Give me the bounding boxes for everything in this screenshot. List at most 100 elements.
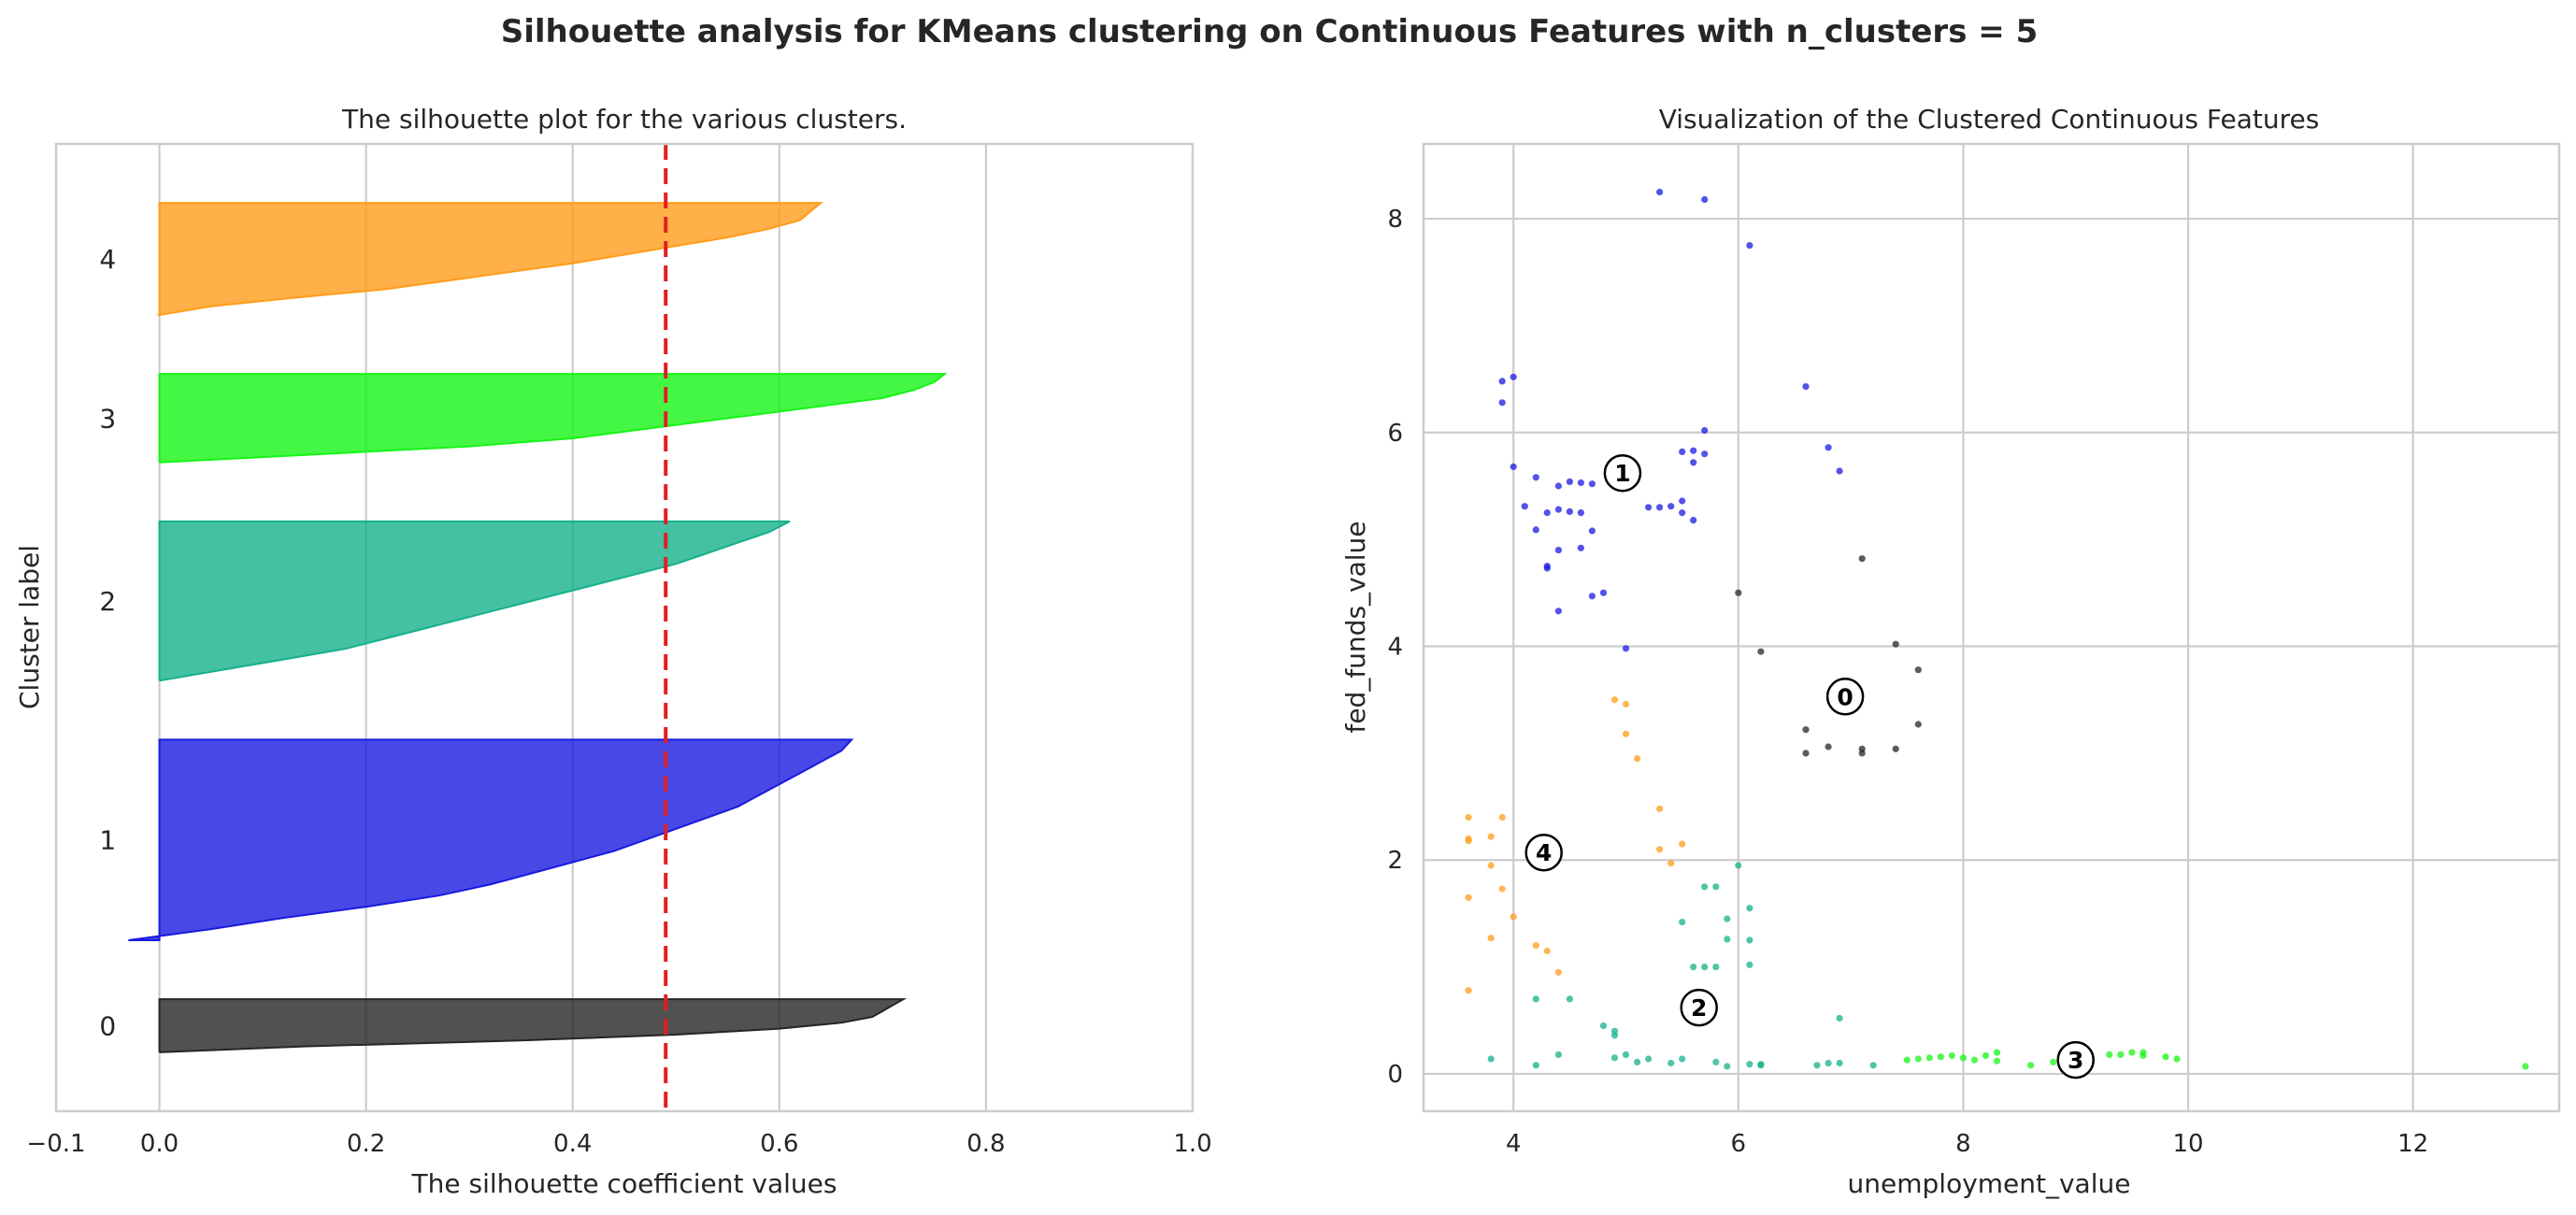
cluster-scatter-plot: Visualization of the Clustered Continuou… [1340, 104, 2561, 1199]
scatter-point-cluster-2 [1679, 919, 1686, 926]
cluster-center-label-2: 2 [1691, 994, 1707, 1022]
scatter-point-cluster-3 [2522, 1063, 2529, 1070]
scatter-point-cluster-4 [1465, 987, 1472, 994]
scatter-point-cluster-2 [1532, 995, 1539, 1003]
scatter-point-cluster-1 [1679, 497, 1686, 505]
scatter-point-cluster-1 [1645, 504, 1653, 511]
scatter-point-cluster-2 [1645, 1055, 1653, 1063]
scatter-point-cluster-3 [2128, 1049, 2136, 1056]
scatter-point-cluster-1 [1701, 195, 1709, 204]
scatter-point-cluster-4 [1487, 833, 1495, 840]
silhouette-plot: The silhouette plot for the various clus… [14, 104, 1212, 1199]
scatter-point-cluster-4 [1667, 860, 1675, 867]
scatter-point-cluster-4 [1543, 947, 1551, 955]
scatter-point-cluster-2 [1746, 961, 1753, 968]
scatter-point-cluster-1 [1521, 503, 1528, 510]
scatter-point-cluster-2 [1610, 1032, 1619, 1039]
cluster-center-label-3: 3 [2068, 1047, 2083, 1074]
scatter-point-cluster-2 [1667, 1059, 1675, 1067]
scatter-point-cluster-2 [1712, 883, 1720, 891]
scatter-point-cluster-2 [1746, 1061, 1753, 1068]
scatter-point-cluster-3 [2027, 1062, 2035, 1069]
scatter-point-cluster-1 [1554, 506, 1562, 513]
scatter-point-cluster-3 [1925, 1054, 1933, 1062]
scatter-point-cluster-1 [1656, 504, 1664, 511]
scatter-point-cluster-2 [1599, 1022, 1608, 1030]
scatter-point-cluster-3 [2173, 1055, 2181, 1063]
scatter-point-cluster-3 [1903, 1056, 1911, 1064]
scatter-point-cluster-1 [1577, 509, 1584, 517]
cluster-label-1: 1 [99, 825, 116, 856]
scatter-point-cluster-3 [2140, 1051, 2147, 1060]
scatter-point-cluster-1 [1825, 444, 1832, 451]
scatter-point-cluster-1 [1667, 503, 1675, 510]
scatter-x-ticks: 4 6 8 10 12 [1506, 1130, 2428, 1158]
cluster-center-marker-4 [1524, 833, 1563, 872]
scatter-point-cluster-4 [1510, 913, 1517, 921]
silhouette-x-tick-label: 0.6 [760, 1130, 798, 1158]
scatter-point-cluster-2 [1825, 1059, 1832, 1067]
scatter-x-label: unemployment_value [1848, 1168, 2131, 1199]
cluster-label-4: 4 [99, 244, 116, 275]
scatter-point-cluster-1 [1679, 448, 1686, 455]
scatter-point-cluster-2 [1610, 1054, 1619, 1062]
scatter-point-cluster-4 [1498, 813, 1506, 822]
cluster-center-label-0: 0 [1837, 683, 1853, 710]
scatter-point-cluster-4 [1656, 805, 1664, 812]
scatter-point-cluster-2 [1735, 862, 1742, 869]
scatter-plot-title: Visualization of the Clustered Continuou… [1659, 104, 2320, 135]
scatter-point-cluster-3 [2106, 1051, 2113, 1058]
scatter-x-tick-label: 10 [2172, 1130, 2203, 1158]
scatter-point-cluster-2 [1701, 883, 1709, 891]
scatter-points [1465, 188, 2529, 1070]
scatter-x-tick-label: 8 [1955, 1130, 1971, 1158]
silhouette-x-tick-label: 0.0 [140, 1130, 179, 1158]
scatter-point-cluster-0 [1858, 555, 1866, 563]
silhouette-x-tick-label: −0.1 [26, 1130, 85, 1158]
scatter-point-cluster-1 [1498, 378, 1506, 385]
scatter-point-cluster-1 [1690, 447, 1697, 454]
scatter-point-cluster-2 [1566, 995, 1573, 1003]
scatter-point-cluster-2 [1724, 1063, 1731, 1070]
scatter-point-cluster-1 [1577, 479, 1584, 487]
scatter-point-cluster-1 [1554, 482, 1562, 490]
scatter-point-cluster-3 [1937, 1053, 1944, 1061]
scatter-point-cluster-2 [1712, 1058, 1720, 1065]
scatter-point-cluster-4 [1465, 893, 1472, 901]
scatter-point-cluster-1 [1566, 507, 1573, 516]
scatter-point-cluster-2 [1679, 1055, 1686, 1063]
scatter-point-cluster-3 [1959, 1054, 1967, 1062]
scatter-point-cluster-2 [1634, 1058, 1641, 1065]
scatter-point-cluster-3 [2162, 1053, 2169, 1061]
scatter-point-cluster-1 [1679, 509, 1686, 517]
scatter-point-cluster-1 [1510, 373, 1517, 380]
scatter-point-cluster-1 [1543, 509, 1551, 517]
scatter-point-cluster-2 [1724, 936, 1731, 943]
scatter-point-cluster-2 [1532, 1062, 1539, 1069]
scatter-point-cluster-0 [1858, 750, 1866, 757]
scatter-point-cluster-1 [1588, 480, 1596, 488]
scatter-point-cluster-2 [1690, 964, 1697, 971]
scatter-point-cluster-4 [1634, 755, 1641, 763]
cluster-center-marker-3 [2056, 1040, 2095, 1079]
scatter-point-cluster-1 [1701, 450, 1709, 458]
scatter-y-label: fed_funds_value [1340, 521, 1371, 733]
scatter-x-tick-label: 4 [1506, 1130, 1522, 1158]
scatter-point-cluster-3 [1993, 1057, 2001, 1065]
scatter-point-cluster-4 [1622, 700, 1630, 708]
scatter-point-cluster-4 [1679, 840, 1686, 848]
silhouette-area-cluster-3 [158, 373, 948, 464]
scatter-point-cluster-0 [1825, 743, 1832, 750]
scatter-point-cluster-0 [1892, 745, 1899, 752]
silhouette-areas [128, 202, 948, 1053]
scatter-y-tick-label: 8 [1387, 206, 1403, 234]
cluster-label-3: 3 [99, 403, 116, 434]
scatter-point-cluster-4 [1498, 885, 1506, 893]
scatter-y-ticks: 0 2 4 6 8 [1387, 206, 1403, 1089]
scatter-point-cluster-2 [1622, 1051, 1630, 1058]
scatter-point-cluster-4 [1532, 942, 1539, 950]
scatter-point-cluster-1 [1690, 517, 1697, 524]
cluster-label-2: 2 [99, 586, 116, 617]
scatter-point-cluster-4 [1465, 813, 1472, 822]
scatter-y-tick-label: 6 [1387, 420, 1403, 448]
